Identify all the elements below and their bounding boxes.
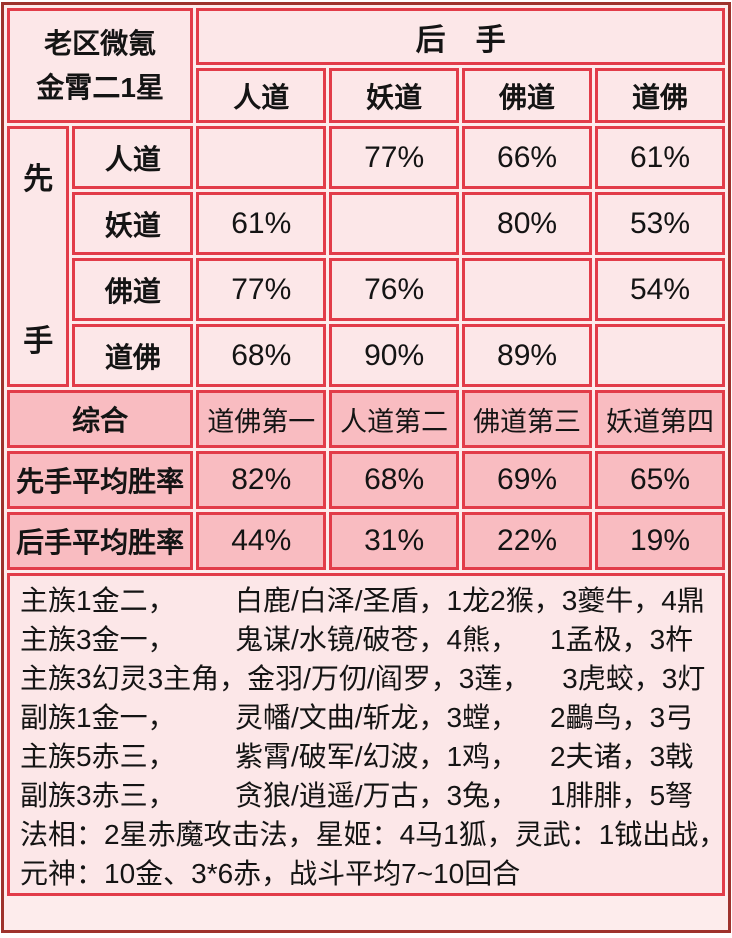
note-skills: 金羽/万仞/阎罗，3莲， [247, 663, 531, 694]
note-label: 主族1金二， [20, 585, 176, 616]
note-line: 副族1金一， 灵幡/文曲/斩龙，3螳， 2鸓鸟，3弓 [20, 698, 712, 737]
note-line: 主族3幻灵3主角， 金羽/万仞/阎罗，3莲， 3虎蛟，3灯 [20, 659, 712, 698]
note-line: 副族3赤三， 贪狼/逍遥/万古，3兔， 1腓腓，5弩 [20, 776, 712, 815]
col-header-fodao: 佛道 [462, 68, 593, 123]
matchup-cell: 77% [196, 258, 327, 321]
overall-rank-cell: 佛道第三 [462, 390, 593, 448]
first-hand-char-2: 手 [23, 324, 54, 358]
overall-label: 综合 [7, 390, 194, 448]
note-label: 主族3金一， [20, 624, 176, 655]
corner-title-line1: 老区微氪 [44, 28, 157, 60]
second-avg-cell: 19% [595, 512, 725, 570]
second-avg-label: 后手平均胜率 [7, 512, 194, 570]
matchup-cell: 68% [196, 324, 327, 387]
first-avg-cell: 65% [595, 451, 725, 509]
note-extras: 2鸓鸟，3弓 [550, 702, 694, 733]
note-extras: 1孟极，3杵 [550, 624, 694, 655]
first-hand-char-1: 先 [23, 162, 54, 196]
note-skills: 灵幡/文曲/斩龙，3螳， [235, 702, 519, 733]
first-avg-cell: 82% [196, 451, 327, 509]
note-line: 主族1金二， 白鹿/白泽/圣盾，1龙2猴， 3夔牛，4鼎 [20, 581, 712, 620]
matchup-cell [329, 192, 460, 255]
matchup-cell: 61% [196, 192, 327, 255]
note-skills: 紫霄/破军/幻波，1鸡， [235, 741, 519, 772]
matchup-cell: 53% [595, 192, 725, 255]
second-avg-cell: 22% [462, 512, 593, 570]
note-extras: 3夔牛，4鼎 [561, 585, 705, 616]
second-avg-cell: 31% [329, 512, 460, 570]
note-line: 主族3金一， 鬼谋/水镜/破苍，4熊， 1孟极，3杵 [20, 620, 712, 659]
note-extras: 1腓腓，5弩 [550, 780, 694, 811]
second-avg-cell: 44% [196, 512, 327, 570]
row-header-yaodao: 妖道 [72, 192, 194, 255]
note-label: 副族3赤三， [20, 780, 176, 811]
overall-rank-cell: 人道第二 [329, 390, 460, 448]
note-label: 主族3幻灵3主角， [20, 663, 248, 694]
matchup-cell [462, 258, 593, 321]
win-rate-table: 老区微氪 金霄二1星 后 手 人道 妖道 佛道 道佛 先 手 人道 77% 66… [4, 5, 728, 899]
note-line-yuanshen: 元神：10金、3*6赤，战斗平均7~10回合 [20, 858, 521, 889]
corner-title: 老区微氪 金霄二1星 [7, 8, 194, 123]
matchup-cell: 76% [329, 258, 460, 321]
matchup-cell: 66% [462, 126, 593, 189]
note-skills: 白鹿/白泽/圣盾，1龙2猴， [235, 585, 562, 616]
corner-title-line2: 金霄二1星 [36, 71, 164, 103]
matchup-cell [595, 324, 725, 387]
note-skills: 鬼谋/水镜/破苍，4熊， [235, 624, 519, 655]
matchup-cell: 77% [329, 126, 460, 189]
matchup-cell: 90% [329, 324, 460, 387]
overall-rank-cell: 道佛第一 [196, 390, 327, 448]
matchup-cell: 54% [595, 258, 725, 321]
matchup-cell [196, 126, 327, 189]
note-skills: 贪狼/逍遥/万古，3兔， [235, 780, 519, 811]
note-label: 主族5赤三， [20, 741, 176, 772]
note-extras: 3虎蛟，3灯 [562, 663, 706, 694]
row-header-daofo: 道佛 [72, 324, 194, 387]
first-hand-header: 先 手 [7, 126, 70, 387]
col-header-rendao: 人道 [196, 68, 327, 123]
row-header-fodao: 佛道 [72, 258, 194, 321]
note-line: 主族5赤三， 紫霄/破军/幻波，1鸡， 2夫诸，3戟 [20, 737, 712, 776]
matchup-cell: 80% [462, 192, 593, 255]
note-extras: 2夫诸，3戟 [550, 741, 694, 772]
overall-rank-cell: 妖道第四 [595, 390, 725, 448]
second-hand-header: 后 手 [196, 8, 725, 65]
note-label: 副族1金一， [20, 702, 176, 733]
matchup-cell: 89% [462, 324, 593, 387]
col-header-yaodao: 妖道 [329, 68, 460, 123]
note-line-faxiang: 法相：2星赤魔攻击法，星姬：4马1狐，灵武：1钺出战， [20, 819, 725, 850]
matchup-cell: 61% [595, 126, 725, 189]
first-avg-cell: 69% [462, 451, 593, 509]
first-avg-cell: 68% [329, 451, 460, 509]
col-header-daofo: 道佛 [595, 68, 725, 123]
first-avg-label: 先手平均胜率 [7, 451, 194, 509]
notes-block: 主族1金二， 白鹿/白泽/圣盾，1龙2猴， 3夔牛，4鼎 主族3金一， 鬼谋/水… [7, 573, 725, 896]
row-header-rendao: 人道 [72, 126, 194, 189]
